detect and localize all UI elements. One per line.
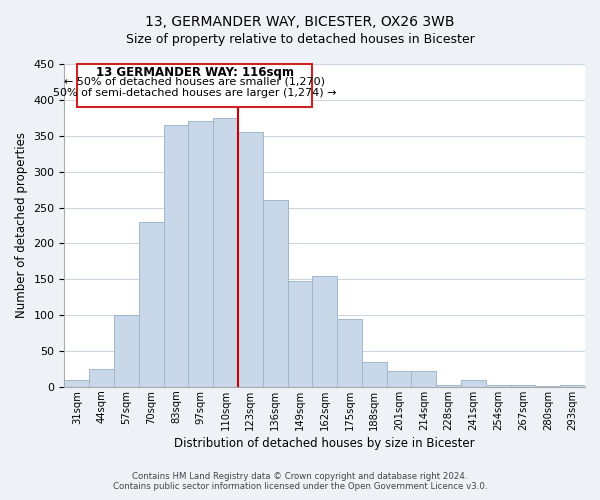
Bar [511, 386, 535, 387]
Bar [362, 362, 386, 387]
Text: Size of property relative to detached houses in Bicester: Size of property relative to detached ho… [125, 32, 475, 46]
Bar [436, 386, 461, 387]
Y-axis label: Number of detached properties: Number of detached properties [15, 132, 28, 318]
Text: Contains HM Land Registry data © Crown copyright and database right 2024.: Contains HM Land Registry data © Crown c… [132, 472, 468, 481]
Bar [238, 132, 263, 387]
FancyBboxPatch shape [77, 64, 313, 107]
Bar [486, 386, 511, 387]
Bar [412, 371, 436, 387]
Bar [114, 315, 139, 387]
Bar [139, 222, 164, 387]
Text: Contains public sector information licensed under the Open Government Licence v3: Contains public sector information licen… [113, 482, 487, 491]
Bar [461, 380, 486, 387]
Text: 50% of semi-detached houses are larger (1,274) →: 50% of semi-detached houses are larger (… [53, 88, 337, 98]
Text: 13 GERMANDER WAY: 116sqm: 13 GERMANDER WAY: 116sqm [95, 66, 293, 79]
Bar [560, 386, 585, 387]
Bar [287, 280, 313, 387]
Text: 13, GERMANDER WAY, BICESTER, OX26 3WB: 13, GERMANDER WAY, BICESTER, OX26 3WB [145, 15, 455, 29]
Bar [188, 122, 213, 387]
Bar [213, 118, 238, 387]
Bar [386, 371, 412, 387]
Bar [89, 369, 114, 387]
Bar [313, 276, 337, 387]
Bar [164, 125, 188, 387]
Bar [64, 380, 89, 387]
Bar [263, 200, 287, 387]
Text: ← 50% of detached houses are smaller (1,270): ← 50% of detached houses are smaller (1,… [64, 77, 325, 87]
X-axis label: Distribution of detached houses by size in Bicester: Distribution of detached houses by size … [175, 437, 475, 450]
Bar [535, 386, 560, 387]
Bar [337, 318, 362, 387]
